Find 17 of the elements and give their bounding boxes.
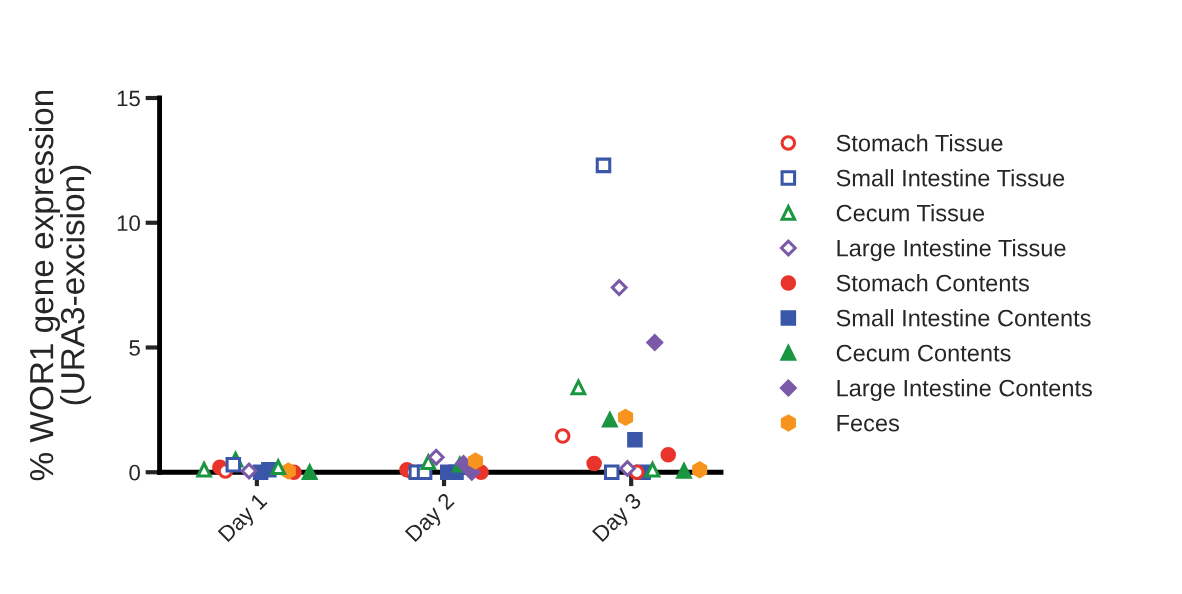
legend-label: Stomach Tissue	[836, 134, 1003, 152]
legend-label: Stomach Contents	[836, 274, 1029, 292]
y-tick-label: 5	[129, 340, 140, 356]
x-tick-label: Day 1	[217, 492, 271, 546]
legend-label: Feces	[837, 414, 900, 432]
legend-label: Small Intestine Contents	[836, 309, 1091, 327]
y-tick-label: 10	[117, 215, 140, 232]
x-tick-label: Day 2	[404, 492, 458, 546]
x-tick-label: Day 3	[591, 492, 646, 546]
y-tick-label: 0	[129, 464, 140, 481]
legend-label: Cecum Contents	[836, 344, 1011, 362]
legend-label: Small Intestine Tissue	[836, 169, 1065, 187]
legend-label: Large Intestine Contents	[837, 379, 1092, 402]
legend-label: Large Intestine Tissue	[837, 239, 1066, 262]
y-tick-label: 15	[117, 90, 140, 107]
legend-label: Cecum Tissue	[836, 204, 985, 222]
y-axis-title: % WOR1 gene expression (URA3-excision)	[28, 90, 92, 481]
